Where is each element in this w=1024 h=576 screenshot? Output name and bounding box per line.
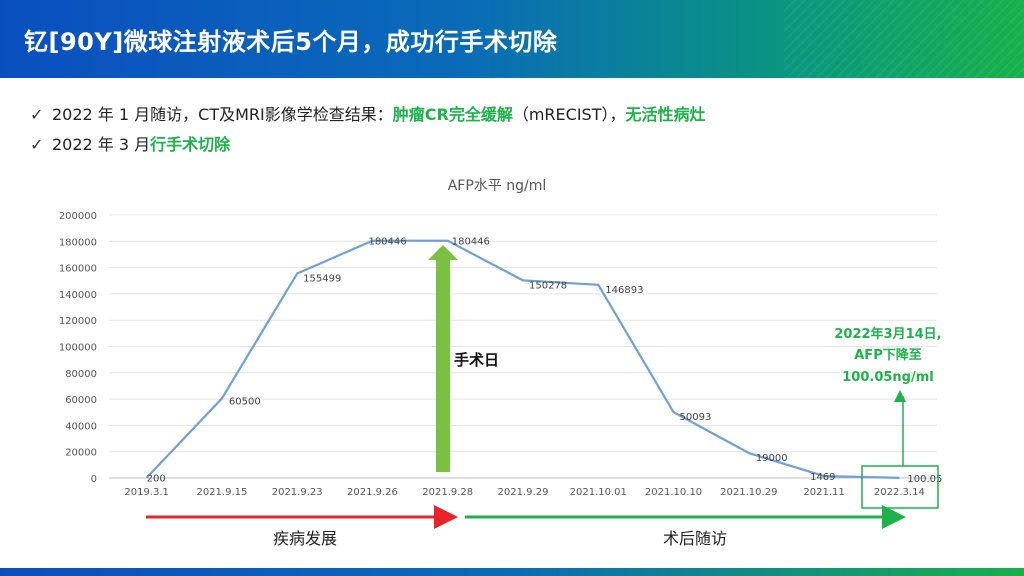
chart-title: AFP水平 ng/ml	[448, 178, 547, 194]
surgery-arrow-head	[428, 245, 458, 260]
y-tick-label: 40000	[65, 421, 97, 432]
callout-line-3: 100.05ng/ml	[842, 370, 933, 385]
bullet-item-followup: ✓ 2022 年 1 月随访，CT及MRI影像学检查结果：肿瘤CR完全缓解（mRE…	[30, 100, 706, 130]
data-label: 180446	[368, 237, 406, 248]
y-tick-label: 120000	[59, 316, 97, 327]
x-tick-label: 2021.10.29	[720, 487, 777, 498]
bullet-text: 2022 年 3 月	[52, 135, 151, 154]
y-tick-label: 200000	[59, 211, 97, 222]
data-label: 200	[147, 474, 166, 485]
x-tick-label: 2021.11	[803, 487, 844, 498]
y-tick-label: 0	[91, 474, 97, 485]
y-tick-label: 20000	[65, 448, 97, 459]
y-axis-ticks: 0 20000 40000 60000 80000 100000 120000 140000 1…	[59, 211, 97, 485]
data-label: 100.05	[907, 474, 942, 485]
bullet-text: 2022 年 1 月随访，CT及MRI影像学检查结果：	[52, 105, 393, 124]
x-tick-label: 2022.3.14	[874, 487, 925, 498]
data-label: 180446	[452, 237, 490, 248]
callout-line-1: 2022年3月14日,	[834, 326, 941, 342]
x-tick-label: 2021.10.01	[570, 487, 627, 498]
data-label: 1469	[810, 472, 835, 483]
x-tick-label: 2021.10.10	[645, 487, 702, 498]
title-bar: 钇[90Y]微球注射液术后5个月，成功行手术切除	[0, 0, 1024, 78]
bullet-highlight: 肿瘤CR完全缓解	[392, 105, 513, 124]
afp-series	[145, 239, 900, 479]
check-icon: ✓	[30, 105, 44, 124]
x-tick-label: 2019.3.1	[124, 487, 169, 498]
x-tick-label: 2021.9.29	[498, 487, 549, 498]
page-title: 钇[90Y]微球注射液术后5个月，成功行手术切除	[24, 28, 558, 56]
phase-before-label: 疾病发展	[273, 529, 337, 548]
y-tick-label: 60000	[65, 395, 97, 406]
x-tick-label: 2021.9.23	[272, 487, 323, 498]
afp-line	[145, 239, 900, 479]
afp-line-chart: AFP水平 ng/ml 0 20000 40000 60000 80000 100000 1…	[59, 178, 943, 548]
data-label: 155499	[303, 274, 341, 285]
bullet-item-surgery: ✓ 2022 年 3 月行手术切除	[30, 130, 705, 160]
y-tick-label: 80000	[65, 369, 97, 380]
x-axis-ticks: 2019.3.1 2021.9.15 2021.9.23 2021.9.26 2021.…	[124, 487, 924, 498]
surgery-day-marker: 手术日	[428, 245, 499, 472]
phase-after-label: 术后随访	[663, 529, 727, 548]
bullet-text: （mRECIST），	[512, 105, 626, 124]
x-tick-label: 2021.9.28	[422, 487, 473, 498]
bullet-list: ✓ 2022 年 1 月随访，CT及MRI影像学检查结果：肿瘤CR完全缓解（mRE…	[30, 100, 706, 160]
bullet-highlight: 无活性病灶	[625, 105, 706, 124]
data-label: 19000	[756, 453, 788, 464]
footer-bar	[0, 568, 1024, 576]
check-icon: ✓	[30, 135, 44, 154]
y-tick-label: 100000	[59, 343, 97, 354]
x-tick-label: 2021.9.15	[196, 487, 247, 498]
grid-lines	[109, 214, 937, 479]
data-labels: 200 60500 155499 180446 180446 150278 146893 50…	[147, 237, 943, 485]
phase-arrows: 疾病发展 术后随访	[146, 505, 906, 548]
data-label: 60500	[229, 396, 261, 407]
data-label: 146893	[605, 285, 643, 296]
x-tick-label: 2021.9.26	[347, 487, 398, 498]
afp-callout: 2022年3月14日, AFP下降至 100.05ng/ml	[834, 326, 942, 509]
y-tick-label: 140000	[59, 290, 97, 301]
surgery-arrow-shaft	[436, 260, 450, 472]
surgery-day-label: 手术日	[454, 351, 499, 369]
bullet-highlight: 行手术切除	[150, 135, 231, 154]
y-tick-label: 160000	[59, 264, 97, 275]
y-tick-label: 180000	[59, 237, 97, 248]
data-label: 150278	[529, 280, 567, 291]
callout-line-2: AFP下降至	[854, 347, 921, 363]
data-label: 50093	[680, 412, 712, 423]
